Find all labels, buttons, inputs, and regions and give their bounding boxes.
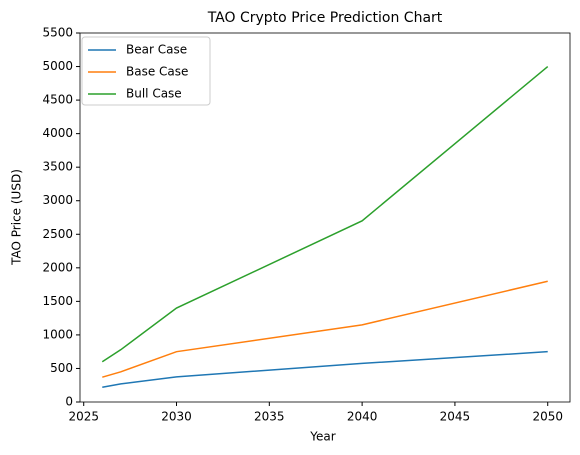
y-tick-label: 1500 <box>42 294 73 308</box>
legend-box <box>81 36 211 106</box>
y-tick-label: 4500 <box>42 93 73 107</box>
y-tick-label: 5000 <box>42 59 73 73</box>
y-tick-label: 0 <box>65 395 73 409</box>
plot-frame <box>79 32 571 403</box>
y-tick-label: 5500 <box>42 26 73 40</box>
y-tick-label: 1000 <box>42 327 73 341</box>
y-tick-label: 3000 <box>42 193 73 207</box>
series-line <box>101 65 549 363</box>
legend-label: Base Case <box>126 65 188 79</box>
x-tick-label: 2050 <box>532 410 563 424</box>
series-line <box>102 280 548 378</box>
x-tick-label: 2025 <box>68 410 99 424</box>
chart-title: TAO Crypto Price Prediction Chart <box>207 10 443 26</box>
x-tick-label: 2035 <box>254 410 285 424</box>
x-tick-label: 2040 <box>347 410 378 424</box>
y-tick-label: 2000 <box>42 260 73 274</box>
y-tick-label: 500 <box>50 361 73 375</box>
y-axis-label: TAO Price (USD) <box>10 169 24 266</box>
y-tick-label: 2500 <box>42 227 73 241</box>
series-line <box>102 350 548 388</box>
y-tick-label: 4000 <box>42 126 73 140</box>
x-axis-label: Year <box>309 430 335 444</box>
y-tick-label: 3500 <box>42 160 73 174</box>
legend-label: Bear Case <box>126 43 187 57</box>
legend-label: Bull Case <box>126 87 182 101</box>
x-tick-label: 2045 <box>440 410 471 424</box>
x-tick-label: 2030 <box>161 410 192 424</box>
